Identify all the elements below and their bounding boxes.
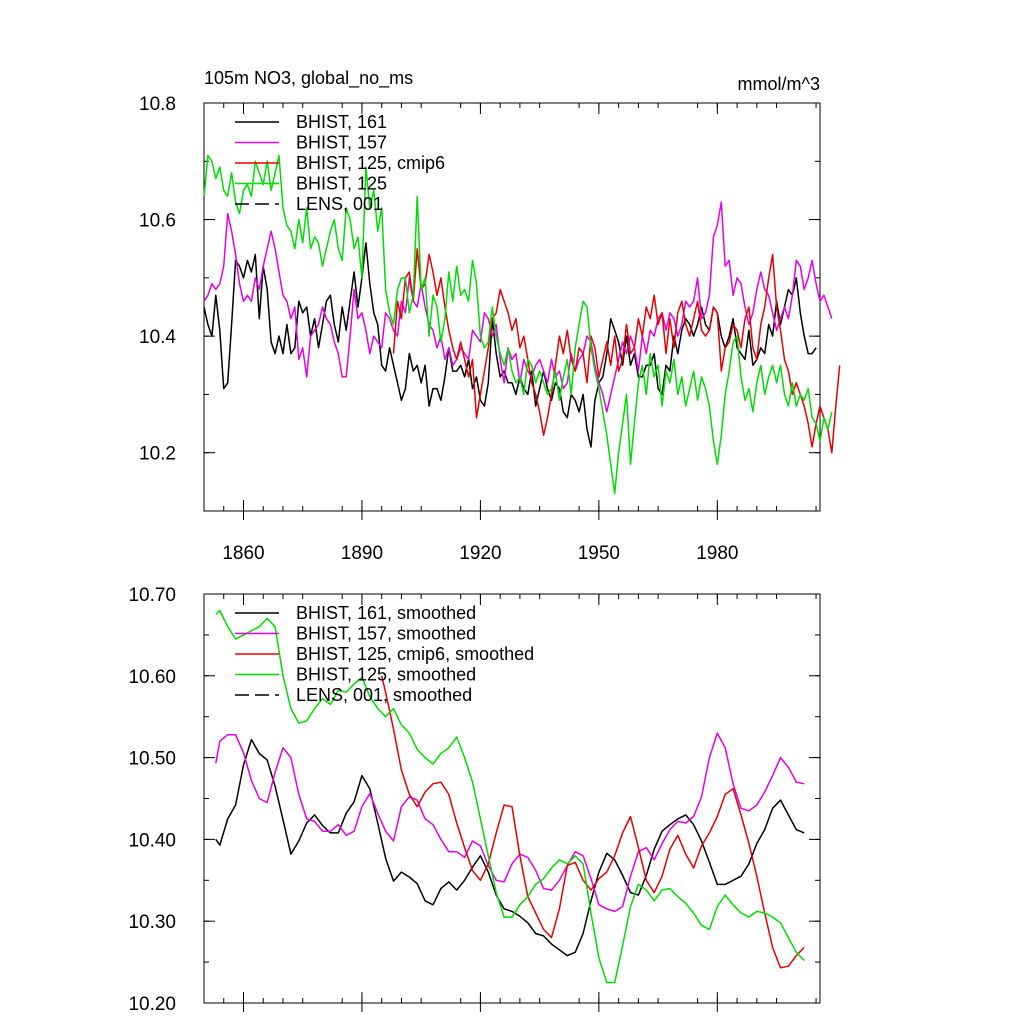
bottom-panel: 10.20 10.30 10.40 10.50 10.60 10.70 BHIST, 161… <box>128 585 821 1015</box>
series-line-bhist-157 <box>203 201 833 413</box>
series-line-bhist-161-smoothed <box>215 738 805 957</box>
series-line-bhist-125 <box>203 154 833 495</box>
y-tick-label: 10.50 <box>128 749 176 770</box>
legend-label: BHIST, 125, cmip6, smoothed <box>296 644 534 664</box>
x-tick-label: 1920 <box>459 543 501 564</box>
y-tick-label: 10.2 <box>139 444 176 465</box>
legend-label: LENS, 001, smoothed <box>296 685 472 705</box>
legend-label: BHIST, 157 <box>296 133 387 153</box>
x-tick-label: 1950 <box>578 543 620 564</box>
legend-label: BHIST, 125 <box>296 174 387 194</box>
y-tick-label: 10.20 <box>128 994 176 1015</box>
y-tick-label: 10.8 <box>139 94 176 115</box>
legend-label: BHIST, 161, smoothed <box>296 603 476 623</box>
x-tick-label: 1980 <box>696 543 738 564</box>
y-tick-label: 10.6 <box>139 211 176 232</box>
series-line-bhist-161 <box>203 242 817 448</box>
series-line-bhist-157-smoothed <box>215 732 805 913</box>
series-line-bhist-125-cmip6-smoothed <box>380 675 805 969</box>
chart-title: 105m NO3, global_no_ms <box>204 68 413 89</box>
x-tick-label: 1860 <box>222 543 264 564</box>
x-tick-label: 1890 <box>341 543 383 564</box>
legend-label: BHIST, 161 <box>296 112 387 132</box>
legend-label: BHIST, 125, cmip6 <box>296 153 445 173</box>
y-tick-label: 10.4 <box>139 327 176 348</box>
units-label: mmol/m^3 <box>738 74 820 94</box>
legend-label: LENS, 001 <box>296 194 383 214</box>
top-panel: 1860 1890 1920 1950 1980 10.2 10.4 10.6 10.8 BHIS… <box>139 94 841 564</box>
series-line-bhist-125-smoothed <box>215 609 805 984</box>
y-tick-label: 10.70 <box>128 585 176 606</box>
y-tick-label: 10.60 <box>128 667 176 688</box>
y-tick-label: 10.30 <box>128 912 176 933</box>
y-tick-label: 10.40 <box>128 830 176 851</box>
legend-label: BHIST, 125, smoothed <box>296 665 476 685</box>
legend-label: BHIST, 157, smoothed <box>296 624 476 644</box>
series-line-bhist-125-cmip6 <box>392 247 841 454</box>
